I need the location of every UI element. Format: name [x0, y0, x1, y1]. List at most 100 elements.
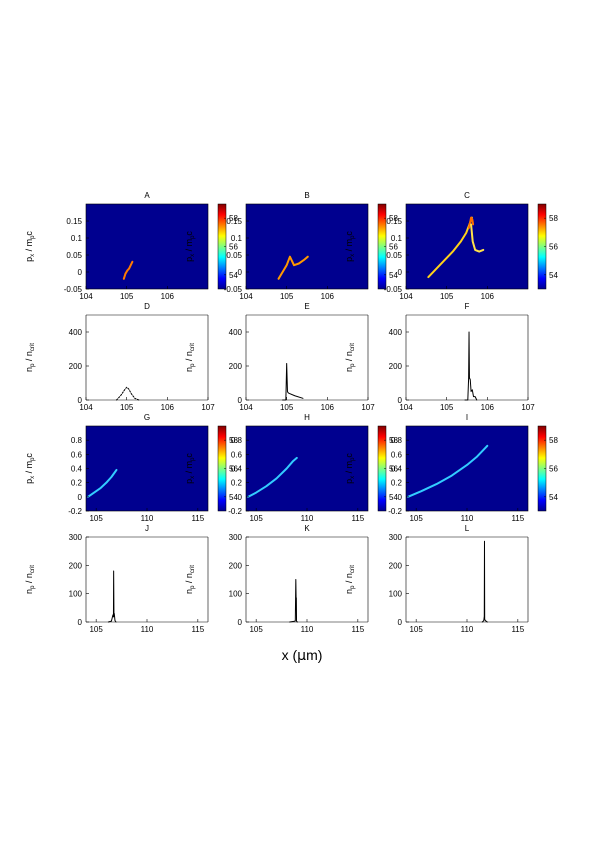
panel-background	[86, 426, 208, 511]
x-tick-label: 107	[361, 403, 375, 412]
y-tick-label: 0	[398, 396, 403, 405]
y-tick-label: 200	[229, 561, 243, 570]
x-tick-label: 105	[280, 403, 294, 412]
panel-background	[406, 426, 528, 511]
panel-background	[406, 204, 528, 289]
x-tick-label: 106	[161, 292, 175, 301]
colorbar-tick-label: 54	[229, 493, 238, 502]
x-tick-label: 104	[79, 292, 93, 301]
panel-title: L	[465, 524, 470, 533]
y-tick-label: 200	[229, 362, 243, 371]
data-series-1	[289, 579, 298, 623]
y-tick-label: 0.05	[66, 251, 82, 260]
y-tick-label: 0.05	[226, 251, 242, 260]
y-axis-label: px / mpc	[184, 453, 196, 484]
panel-title: K	[304, 524, 310, 533]
y-tick-label: 200	[389, 561, 403, 570]
x-tick-label: 115	[351, 514, 364, 523]
y-tick-label: 0.2	[231, 479, 243, 488]
y-tick-label: 0	[78, 618, 83, 627]
y-tick-label: 0.2	[71, 479, 83, 488]
x-tick-label: 115	[511, 514, 524, 523]
colorbar-tick-label: 54	[389, 271, 398, 280]
y-axis-label: px / mpc	[184, 231, 196, 262]
y-tick-label: 0.8	[231, 436, 243, 445]
y-axis-label: px / mpc	[24, 231, 36, 262]
y-tick-label: 0.4	[391, 465, 403, 474]
y-tick-label: 200	[69, 362, 83, 371]
panel-title: F	[465, 302, 470, 311]
data-series-1	[247, 456, 298, 498]
panel-a: Apx / mpc 104 105 106 -0.05 0 0.05 0.1 0.15 58 56 5…	[24, 191, 238, 301]
x-tick-label: 104	[399, 403, 413, 412]
y-axis-label: np / ncrit	[184, 565, 196, 594]
colorbar-tick-label: 56	[549, 465, 558, 474]
y-tick-label: -0.05	[64, 285, 83, 294]
x-tick-label: 105	[89, 625, 103, 634]
colorbar-tick-label: 58	[389, 214, 398, 223]
y-tick-label: 0.15	[386, 217, 402, 226]
x-axis-label: x (μm)	[282, 647, 323, 664]
y-tick-label: 0.4	[71, 465, 83, 474]
panel-title: H	[304, 413, 310, 422]
y-tick-label: -0.2	[228, 507, 242, 516]
y-tick-label: 200	[69, 561, 83, 570]
y-tick-label: 0	[238, 268, 243, 277]
x-tick-label: 106	[321, 292, 335, 301]
colorbar-tick-label: 56	[229, 243, 238, 252]
colorbar-tick-label: 58	[229, 436, 238, 445]
y-tick-label: 0	[78, 493, 83, 502]
x-tick-label: 104	[239, 403, 253, 412]
x-tick-label: 105	[409, 514, 423, 523]
colorbar-tick-label: 54	[389, 493, 398, 502]
x-tick-label: 105	[440, 403, 454, 412]
panel-d: Dnp / ncrit 104 105 106 107 0 200 400	[24, 302, 215, 412]
x-tick-label: 106	[481, 403, 495, 412]
x-tick-label: 106	[161, 403, 175, 412]
panel-g: Gpx / mpc 105 110 115 -0.2 0 0.2 0.4 0.6 0.8 58 56 5…	[24, 413, 238, 523]
x-tick-label: 110	[301, 514, 314, 523]
y-tick-label: 0	[238, 396, 243, 405]
y-axis-label: px / mpc	[344, 231, 356, 262]
x-tick-label: 104	[79, 403, 93, 412]
colorbar-tick-label: 58	[549, 436, 558, 445]
data-series-1	[464, 331, 478, 401]
x-tick-label: 110	[141, 514, 154, 523]
panel-title: I	[466, 413, 468, 422]
x-tick-label: 115	[191, 514, 204, 523]
y-tick-label: 0	[238, 493, 243, 502]
colorbar-tick-label: 56	[229, 465, 238, 474]
data-series-1	[87, 468, 118, 498]
x-tick-label: 115	[191, 625, 204, 634]
colorbar-tick-label: 58	[389, 436, 398, 445]
x-tick-label: 105	[409, 625, 423, 634]
y-tick-label: -0.05	[224, 285, 243, 294]
y-tick-label: 100	[69, 590, 83, 599]
colorbar-tick-label: 54	[549, 271, 558, 280]
y-axis-label: np / ncrit	[344, 343, 356, 372]
y-tick-label: 300	[229, 533, 243, 542]
panel-title: B	[304, 191, 309, 200]
x-tick-label: 105	[120, 403, 134, 412]
y-tick-label: 0.05	[386, 251, 402, 260]
data-series-1	[116, 386, 140, 401]
x-tick-label: 105	[120, 292, 134, 301]
y-tick-label: 0.15	[226, 217, 242, 226]
panel-title: C	[464, 191, 470, 200]
y-tick-label: 400	[229, 328, 243, 337]
y-tick-label: 0	[238, 618, 243, 627]
colorbar-tick-label: 56	[389, 465, 398, 474]
x-tick-label: 115	[351, 625, 364, 634]
y-tick-label: 0.15	[66, 217, 82, 226]
colorbar-tick-label: 56	[549, 243, 558, 252]
axes-box	[85, 203, 209, 290]
panel-k: Knp / ncrit 105 110 115 0 100 200 300	[184, 524, 369, 634]
axes-box	[245, 203, 369, 290]
y-tick-label: 400	[389, 328, 403, 337]
data-series-1	[481, 540, 488, 623]
data-series-1	[277, 255, 309, 280]
y-tick-label: -0.2	[388, 507, 402, 516]
y-axis-label: np / ncrit	[24, 343, 36, 372]
